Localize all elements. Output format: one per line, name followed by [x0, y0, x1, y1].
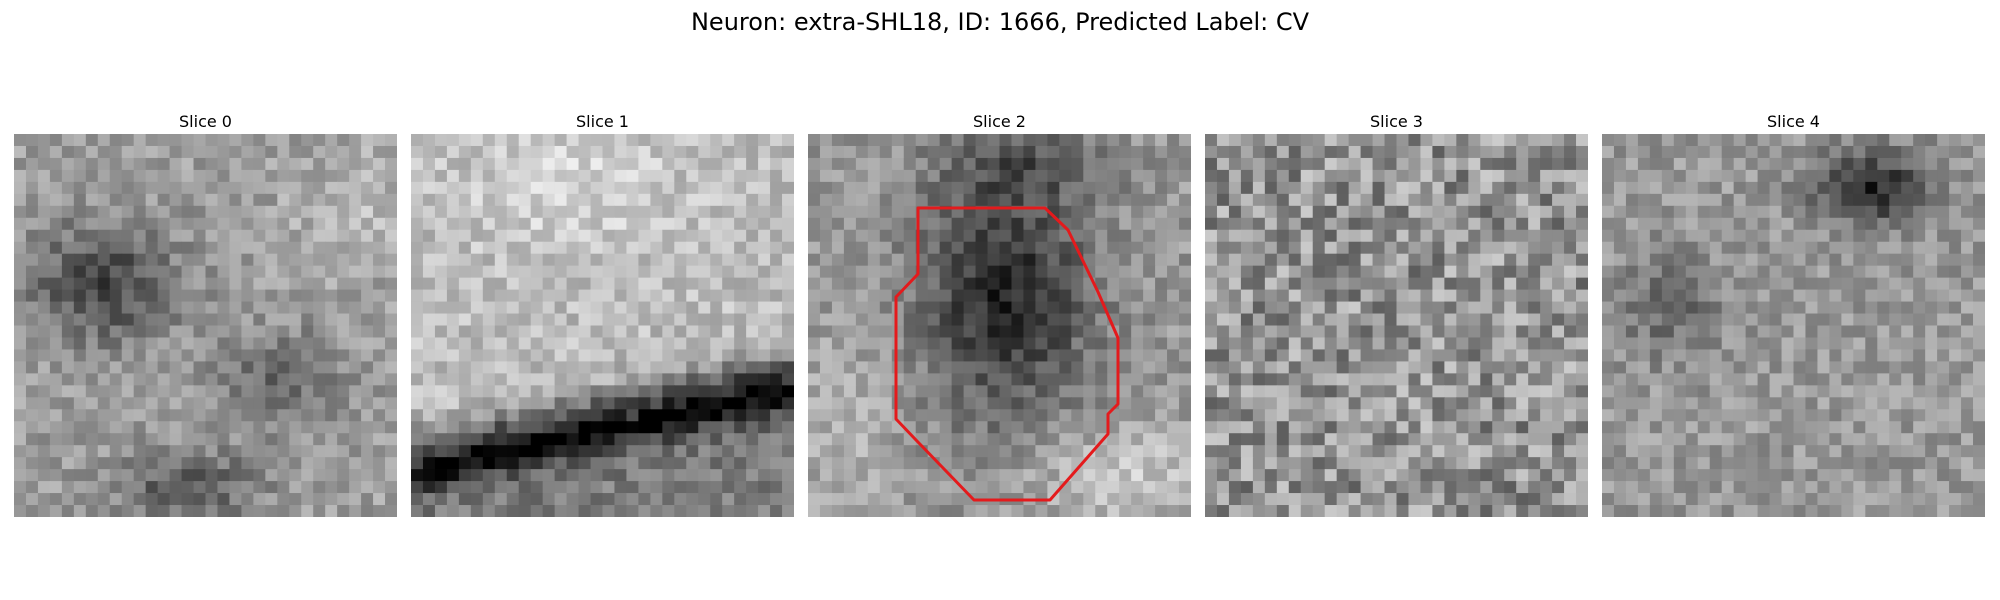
slice-2-panel: Slice 2: [808, 110, 1191, 517]
roi-outline: [894, 206, 1120, 502]
slice-3-image: [1205, 134, 1588, 517]
slice-1-panel: Slice 1: [411, 110, 794, 517]
figure-title: Neuron: extra-SHL18, ID: 1666, Predicted…: [690, 8, 1310, 36]
slice-1-image: [411, 134, 794, 517]
slice-0-title: Slice 0: [179, 112, 232, 131]
slice-0-panel: Slice 0: [14, 110, 397, 517]
slice-0-image: [14, 134, 397, 517]
slice-2-title: Slice 2: [973, 112, 1026, 131]
slice-3-panel: Slice 3: [1205, 110, 1588, 517]
slice-4-title: Slice 4: [1767, 112, 1820, 131]
slice-4-image: [1602, 134, 1985, 517]
slice-3-title: Slice 3: [1370, 112, 1423, 131]
slice-1-title: Slice 1: [576, 112, 629, 131]
slice-2-image: [808, 134, 1191, 517]
slice-4-panel: Slice 4: [1602, 110, 1985, 517]
